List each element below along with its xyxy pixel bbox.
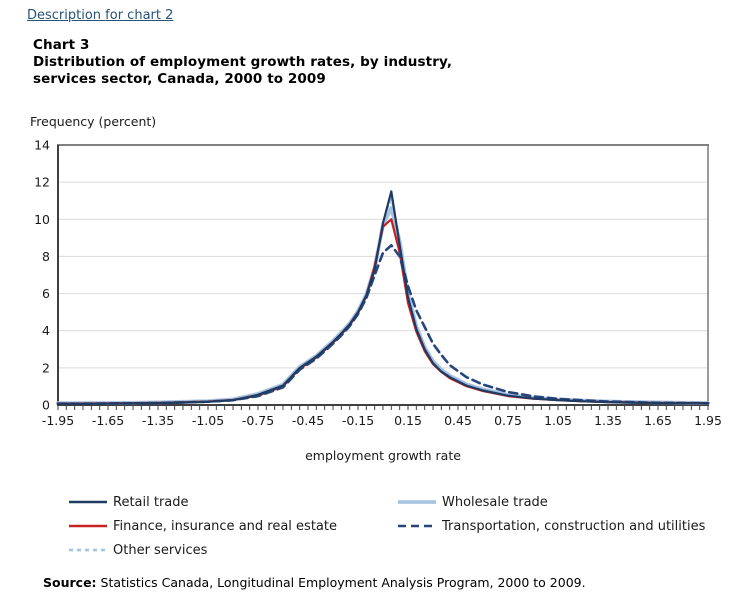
legend-column-right: Wholesale trade Transportation, construct…: [397, 490, 705, 538]
x-tick-label: 0.75: [494, 413, 522, 428]
legend-item-other-services: Other services: [68, 538, 337, 562]
legend-line-swatch: [69, 524, 107, 528]
x-tick-label: 1.05: [544, 413, 572, 428]
y-tick-label: 10: [34, 212, 50, 227]
legend-label: Retail trade: [113, 494, 189, 510]
source-text: Statistics Canada, Longitudinal Employme…: [96, 575, 586, 590]
x-tick-label: 1.95: [694, 413, 722, 428]
legend-label: Wholesale trade: [442, 494, 548, 510]
legend-item-retail-trade: Retail trade: [68, 490, 337, 514]
x-tick-label: 1.65: [644, 413, 672, 428]
x-tick-label: 0.15: [394, 413, 422, 428]
series-line-finance-insurance-and-real-estate: [56, 218, 710, 405]
y-tick-label: 12: [34, 175, 50, 190]
series-line-retail-trade: [56, 190, 710, 405]
legend-label: Finance, insurance and real estate: [113, 518, 337, 534]
source-note: Source: Statistics Canada, Longitudinal …: [43, 575, 586, 590]
legend-column-left: Retail trade Finance, insurance and real …: [68, 490, 337, 562]
y-tick-label: 6: [42, 286, 50, 301]
chart-title-line2: services sector, Canada, 2000 to 2009: [33, 71, 326, 87]
y-tick-label: 14: [34, 138, 50, 153]
x-tick-label: -0.15: [342, 413, 374, 428]
legend-line-swatch: [69, 548, 107, 552]
legend-line-swatch: [398, 524, 436, 528]
source-label: Source:: [43, 575, 97, 590]
y-axis-title: Frequency (percent): [30, 114, 157, 129]
chart-legend: Retail trade Finance, insurance and real …: [0, 490, 750, 570]
series-line-transportation-construction-and-utilities: [56, 244, 710, 406]
legend-line-swatch: [69, 500, 107, 504]
y-tick-label: 8: [42, 249, 50, 264]
x-tick-label: 1.35: [594, 413, 622, 428]
legend-label: Other services: [113, 542, 208, 558]
legend-item-transportation-construction-and-utilities: Transportation, construction and utiliti…: [397, 514, 705, 538]
chart-plot: 0 2 4 6 8 10 12 14 -1.95 -1.65 -1.35 -1.05 -0.75 -0.4…: [34, 138, 722, 429]
legend-item-finance-insurance-and-real-estate: Finance, insurance and real estate: [68, 514, 337, 538]
series-line-wholesale-trade: [56, 206, 710, 406]
chart-title-line1: Distribution of employment growth rates,…: [33, 54, 453, 70]
y-tick-label: 4: [42, 323, 50, 338]
x-axis-title: employment growth rate: [305, 448, 461, 463]
x-tick-label: -1.35: [142, 413, 174, 428]
description-link[interactable]: Description for chart 2: [27, 8, 174, 23]
x-tick-label: 0.45: [444, 413, 472, 428]
legend-item-wholesale-trade: Wholesale trade: [397, 490, 705, 514]
legend-line-swatch: [398, 500, 436, 504]
x-tick-label: -0.45: [292, 413, 324, 428]
x-tick-label: -0.75: [242, 413, 274, 428]
x-tick-label: -1.65: [92, 413, 124, 428]
x-tick-label: -1.05: [192, 413, 224, 428]
y-tick-label: 2: [42, 360, 50, 375]
x-tick-label: -1.95: [42, 413, 74, 428]
chart-number: Chart 3: [33, 37, 90, 53]
y-tick-label: 0: [42, 398, 50, 413]
legend-label: Transportation, construction and utiliti…: [442, 518, 706, 534]
chart-title-block: Chart 3 Distribution of employment growt…: [33, 37, 452, 88]
